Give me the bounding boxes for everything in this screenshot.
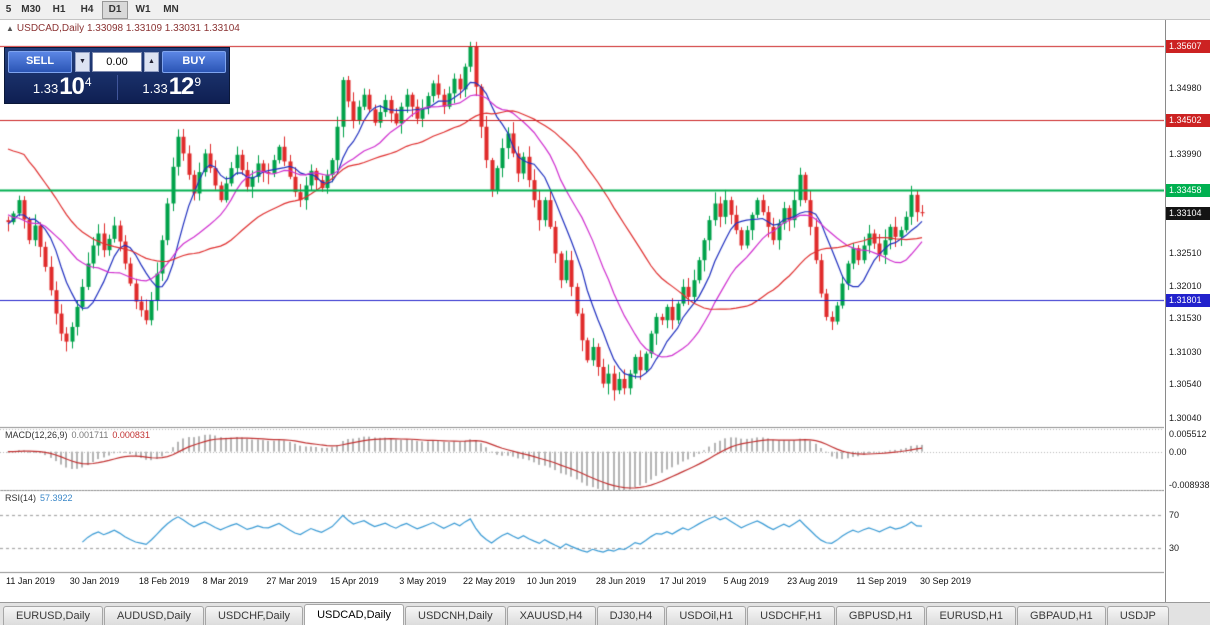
- chart-tab-eurusd-daily[interactable]: EURUSD,Daily: [3, 606, 103, 625]
- date-label: 30 Jan 2019: [69, 576, 120, 586]
- sell-price[interactable]: 1.33 10 4: [8, 75, 117, 100]
- one-click-expander-icon[interactable]: ▲: [6, 24, 14, 33]
- price-tick-label: 1.30540: [1169, 379, 1202, 390]
- macd-name: MACD(12,26,9): [5, 430, 68, 440]
- date-label: 17 Jul 2019: [659, 576, 707, 586]
- date-label: 30 Sep 2019: [920, 576, 972, 586]
- price-tick-label: 1.32010: [1169, 281, 1202, 292]
- price-axis[interactable]: 1.34980 1.33990 1.32510 1.32010 1.31530 1.310…: [1165, 20, 1210, 602]
- price-line-badge: 1.33458: [1166, 183, 1210, 197]
- date-label: 18 Feb 2019: [138, 576, 190, 586]
- chart-symbol-label: USDCAD,Daily: [16, 23, 85, 34]
- chart-workspace: ▲ USDCAD,Daily 1.33098 1.33109 1.33031 1.…: [0, 20, 1210, 602]
- date-label: 8 Mar 2019: [202, 576, 249, 586]
- price-tick-label: 1.31030: [1169, 346, 1202, 357]
- chart-ohlc-values: 1.33098 1.33109 1.33031 1.33104: [86, 23, 240, 34]
- chart-tab-usdcad-daily[interactable]: USDCAD,Daily: [304, 604, 405, 625]
- rsi-name: RSI(14): [5, 493, 37, 503]
- buy-price-pips: 12: [168, 73, 195, 100]
- rsi-axis-label: 30: [1169, 542, 1180, 553]
- timeframe-button-h1[interactable]: H1: [52, 3, 66, 15]
- chart-tab-eurusd-h1[interactable]: EURUSD,H1: [926, 606, 1017, 625]
- date-label: 22 May 2019: [463, 576, 516, 586]
- date-label: 27 Mar 2019: [266, 576, 317, 586]
- chart-tab-usdjp[interactable]: USDJP: [1106, 606, 1169, 625]
- spinner-up-icon: ▲: [148, 58, 155, 65]
- macd-signal-value: 0.000831: [112, 430, 150, 440]
- chart-tab-dj30-h4[interactable]: DJ30,H4: [596, 606, 666, 625]
- sell-button[interactable]: SELL: [8, 51, 72, 73]
- chart-tab-gbpaud-h1[interactable]: GBPAUD,H1: [1017, 606, 1106, 625]
- date-label: 10 Jun 2019: [526, 576, 577, 586]
- price-tick-label: 1.31530: [1169, 313, 1202, 324]
- chart-header: ▲ USDCAD,Daily 1.33098 1.33109 1.33031 1.…: [6, 23, 240, 34]
- volume-increase-button[interactable]: ▲: [144, 52, 159, 72]
- chart-tab-gbpusd-h1[interactable]: GBPUSD,H1: [835, 606, 926, 625]
- buy-price[interactable]: 1.33 12 9: [116, 73, 227, 100]
- sell-price-pips: 10: [59, 73, 85, 100]
- chart-tab-xauusd-h4[interactable]: XAUUSD,H4: [506, 606, 596, 625]
- macd-axis-label: -0.008938: [1169, 480, 1210, 490]
- macd-axis-label: 0.00: [1169, 446, 1187, 457]
- sell-price-prefix: 1.33: [32, 81, 59, 96]
- date-label: 28 Jun 2019: [595, 576, 646, 586]
- timeframe-toolbar: 5 M30 H1 H4 D1 W1 MN: [0, 0, 1210, 20]
- chart-tab-audusd-daily[interactable]: AUDUSD,Daily: [103, 606, 204, 625]
- price-tick-label: 1.30040: [1169, 412, 1202, 423]
- sell-price-point: 4: [84, 75, 92, 89]
- date-label: 11 Sep 2019: [856, 576, 907, 586]
- timeframe-button-5[interactable]: 5: [5, 3, 12, 15]
- timeframe-button-m30[interactable]: M30: [21, 3, 41, 15]
- date-label: 3 May 2019: [399, 576, 447, 586]
- chart-tab-usdchf-h1[interactable]: USDCHF,H1: [747, 606, 835, 625]
- chart-tab-usdcnh-daily[interactable]: USDCNH,Daily: [405, 606, 506, 625]
- price-tick-label: 1.34980: [1169, 83, 1202, 94]
- timeframe-button-w1[interactable]: W1: [135, 3, 151, 15]
- macd-axis-label: 0.005512: [1169, 429, 1207, 439]
- timeframe-button-mn[interactable]: MN: [163, 3, 179, 15]
- volume-decrease-button[interactable]: ▼: [75, 52, 90, 72]
- chart-canvas[interactable]: [0, 20, 1164, 602]
- price-tick-label: 1.33990: [1169, 149, 1202, 160]
- chart-tab-usdoil-h1[interactable]: USDOil,H1: [666, 606, 747, 625]
- price-line-badge: 1.31801: [1166, 294, 1210, 308]
- one-click-trading-panel: SELL ▼ ▲ BUY 1.33 10 4 1.33 12 9: [4, 47, 230, 104]
- macd-indicator-label: MACD(12,26,9) 0.001711 0.000831: [5, 430, 150, 440]
- date-axis[interactable]: 11 Jan 2019 30 Jan 2019 18 Feb 2019 8 Mar 2…: [0, 576, 1164, 592]
- date-label: 5 Aug 2019: [723, 576, 769, 586]
- date-label: 15 Apr 2019: [330, 576, 379, 586]
- timeframe-button-h4[interactable]: H4: [80, 3, 94, 15]
- rsi-indicator-label: RSI(14) 57.3922: [5, 493, 73, 503]
- date-label: 23 Aug 2019: [787, 576, 838, 586]
- current-price-badge: 1.33104: [1166, 207, 1210, 221]
- buy-price-prefix: 1.33: [142, 81, 168, 96]
- date-label: 11 Jan 2019: [6, 576, 55, 586]
- volume-input[interactable]: [92, 52, 142, 72]
- spinner-down-icon: ▼: [79, 58, 86, 65]
- macd-value: 0.001711: [71, 430, 109, 440]
- rsi-axis-label: 70: [1169, 510, 1180, 521]
- chart-tab-usdchf-daily[interactable]: USDCHF,Daily: [204, 606, 304, 625]
- price-line-badge: 1.35607: [1166, 40, 1210, 54]
- rsi-value: 57.3922: [40, 493, 73, 503]
- timeframe-button-d1[interactable]: D1: [102, 0, 128, 19]
- price-tick-label: 1.32510: [1169, 247, 1202, 258]
- chart-tabbar: EURUSD,Daily AUDUSD,Daily USDCHF,Daily USDC…: [0, 602, 1210, 625]
- buy-price-point: 9: [194, 75, 202, 89]
- buy-button[interactable]: BUY: [162, 51, 226, 73]
- price-line-badge: 1.34502: [1166, 113, 1210, 127]
